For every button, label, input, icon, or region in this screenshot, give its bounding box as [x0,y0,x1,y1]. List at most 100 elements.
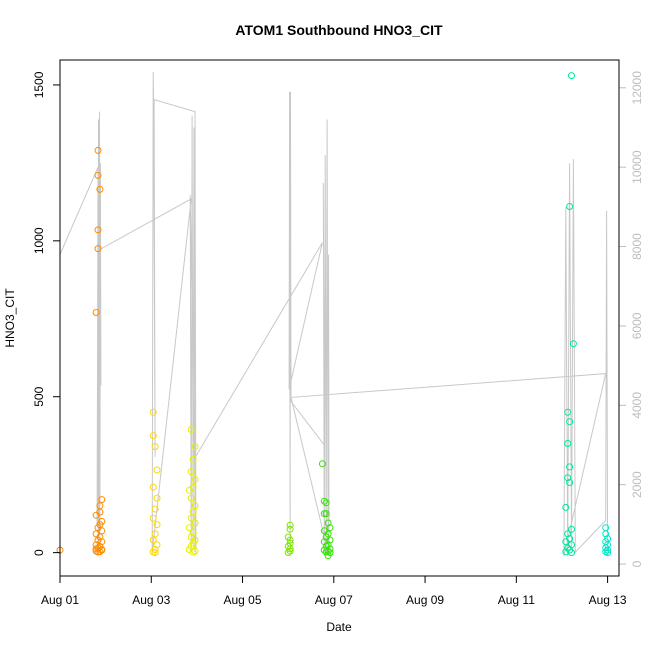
data-point [326,524,334,532]
data-point [286,525,294,533]
data-point [318,460,326,468]
data-point [320,497,328,505]
x-tick-label: Aug 03 [132,593,170,607]
y-tick-label: 1000 [32,227,46,254]
data-point [568,525,575,533]
y-axis-label: HNO3_CIT [3,288,17,348]
data-point [149,408,157,416]
data-point [604,549,612,557]
y-tick-label: 0 [32,549,46,556]
data-point [320,546,328,554]
data-point [189,548,197,556]
data-point [564,440,572,447]
data-point [284,549,292,557]
data-point [98,496,106,504]
data-point [149,483,157,491]
data-point [569,340,577,348]
data-point [564,544,572,552]
data-point [98,538,106,546]
secondary-series-line [59,71,609,557]
data-point [151,549,159,557]
data-point [151,505,159,513]
data-point [564,530,572,538]
data-point [286,545,294,553]
data-point [286,521,294,529]
y-tick-label: 500 [32,386,46,406]
data-point [562,503,570,511]
data-point [604,546,612,554]
data-point [96,185,104,193]
y2-tick-label: 6000 [630,312,644,339]
data-point [185,486,193,494]
data-point [151,530,159,538]
data-point [566,479,574,486]
y2-tick-label: 4000 [630,392,644,419]
data-point [566,418,574,426]
data-point [153,521,161,529]
chart-title: ATOM1 Southbound HNO3_CIT [235,22,443,38]
data-point [322,499,330,507]
data-point [94,171,102,179]
data-point [149,536,157,544]
plot-frame [59,59,620,577]
y2-tick-label: 0 [630,560,644,567]
points-layer [56,72,612,560]
data-point [286,536,294,544]
data-point [94,146,102,154]
x-tick-label: Aug 09 [406,593,444,607]
data-point [149,432,157,440]
y2-tick-label: 8000 [630,233,644,260]
data-point [562,538,570,546]
data-point [94,536,102,544]
data-point [564,474,572,482]
x-tick-label: Aug 11 [498,593,535,607]
data-point [187,514,195,522]
data-point [187,426,195,433]
data-point [324,552,332,560]
data-point [324,519,332,527]
data-point [92,511,100,519]
data-point [568,72,575,80]
data-point [149,514,157,522]
data-point [189,508,197,516]
data-point [564,408,572,416]
data-point [602,544,610,552]
data-point [153,541,161,549]
x-tick-label: Aug 07 [315,593,353,607]
data-point [189,528,197,536]
data-point [151,443,159,451]
y2-tick-label: 2000 [630,471,644,498]
data-point [568,549,575,557]
data-point [322,548,330,556]
x-tick-label: Aug 05 [224,593,262,607]
x-axis-label: Date [326,620,352,634]
data-point [94,226,102,234]
data-point [191,475,199,483]
data-point [94,245,102,253]
data-point [189,455,197,463]
data-point [191,502,199,510]
secondary-line-layer [59,71,609,557]
data-point [185,524,193,532]
data-point [187,468,195,476]
y2-tick-label: 12000 [630,71,644,105]
data-point [153,494,161,502]
data-point [191,443,199,451]
data-point [602,530,610,538]
y2-tick-label: 10000 [630,150,644,184]
data-point [92,545,100,553]
data-point [98,527,106,535]
data-point [566,463,574,471]
y-tick-label: 1500 [32,71,46,98]
x-tick-label: Aug 01 [41,593,79,607]
data-point [566,203,574,210]
data-point [92,309,100,316]
data-point [191,519,199,527]
data-point [153,466,161,474]
data-point [187,494,195,502]
data-point [320,510,328,518]
data-point [322,510,330,518]
data-point [286,547,294,555]
x-tick-label: Aug 13 [589,593,627,607]
